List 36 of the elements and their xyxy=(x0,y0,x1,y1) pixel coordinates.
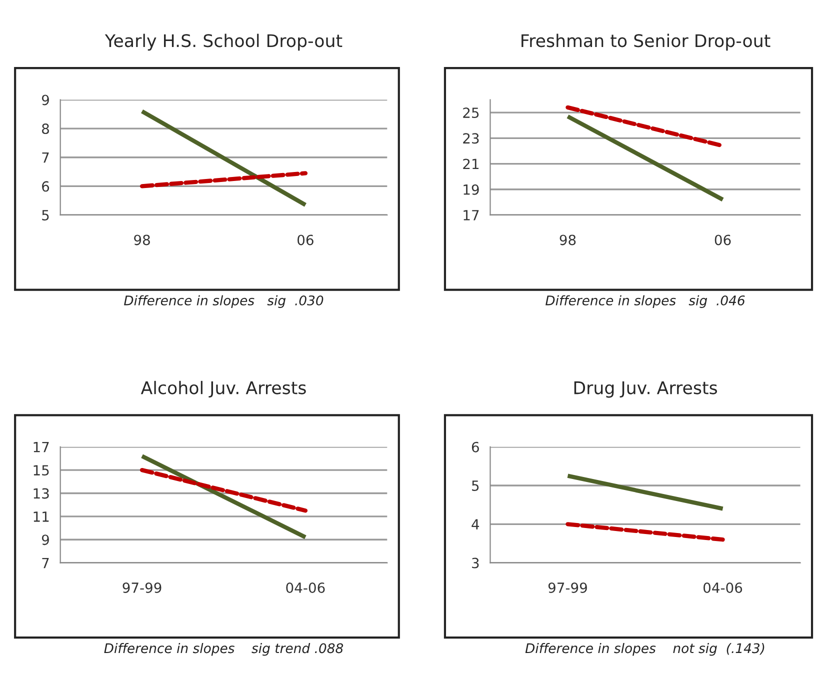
y-tick-label: 7 xyxy=(42,152,49,163)
x-tick-label: 06 xyxy=(298,234,314,246)
y-tick-label: 11 xyxy=(34,512,49,522)
x-tick-label: 04-06 xyxy=(704,582,742,593)
x-tick-label: 04-06 xyxy=(286,582,325,593)
y-tick-label: 4 xyxy=(472,519,480,530)
y-tick-label: 17 xyxy=(464,210,479,220)
y-tick-label: 19 xyxy=(464,184,479,195)
x-tick-label: 06 xyxy=(714,234,731,246)
text: Difference in slopes sig .046 xyxy=(546,295,745,308)
y-tick-label: 5 xyxy=(472,480,479,491)
y-tick-label: 6 xyxy=(472,442,479,452)
y-tick-label: 9 xyxy=(42,94,49,106)
y-tick-label: 21 xyxy=(463,158,479,170)
y-tick-label: 25 xyxy=(463,108,479,118)
y-tick-label: 5 xyxy=(42,210,49,220)
y-tick-label: 3 xyxy=(472,558,479,568)
y-tick-label: 6 xyxy=(42,181,50,192)
chart-title: Freshman to Senior Drop-out xyxy=(522,34,770,51)
x-tick-label: 97-99 xyxy=(548,582,587,593)
chart-title: Yearly H.S. School Drop-out xyxy=(104,34,342,51)
y-tick-label: 17 xyxy=(34,442,49,452)
chart-title: Drug Juv. Arrests xyxy=(574,381,717,398)
y-tick-label: 15 xyxy=(34,465,49,476)
text: Difference in slopes sig .030 xyxy=(124,295,324,308)
chart-title: Alcohol Juv. Arrests xyxy=(140,380,306,398)
y-tick-label: 23 xyxy=(463,133,479,144)
y-tick-label: 8 xyxy=(42,124,49,134)
y-tick-label: 9 xyxy=(42,534,49,546)
y-tick-label: 13 xyxy=(34,488,49,499)
x-tick-label: 98 xyxy=(134,234,150,246)
x-tick-label: 98 xyxy=(560,234,576,246)
text: Difference in slopes sig trend .088 xyxy=(104,642,344,656)
x-tick-label: 97-99 xyxy=(122,582,162,593)
y-tick-label: 7 xyxy=(42,558,49,568)
text: Difference in slopes not sig (.143) xyxy=(525,642,764,656)
